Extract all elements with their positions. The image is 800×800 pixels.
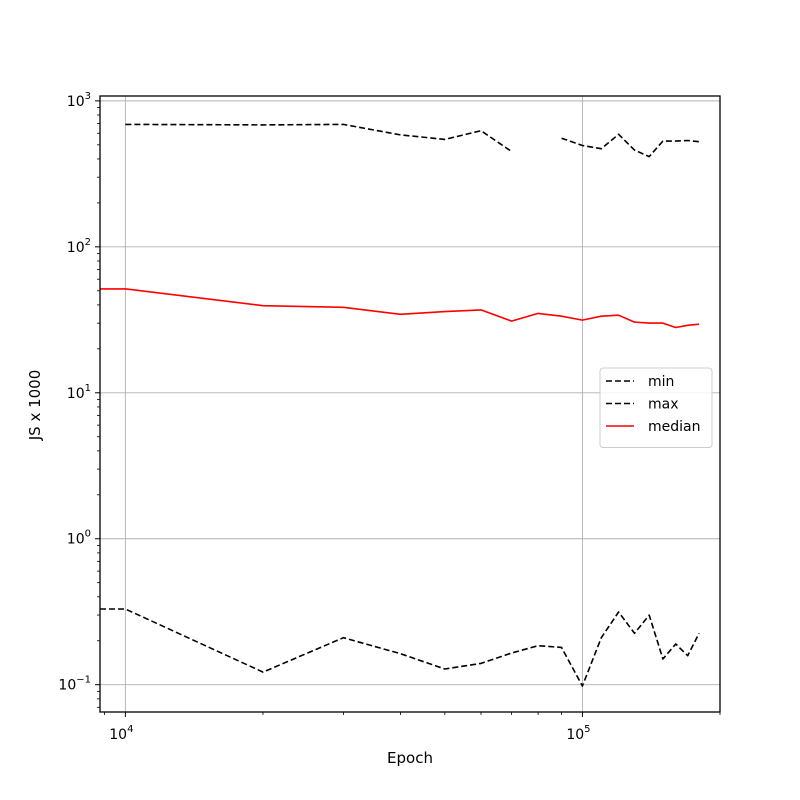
series-line-median bbox=[100, 288, 700, 329]
grid bbox=[100, 96, 720, 712]
series-line-max bbox=[125, 123, 700, 158]
legend-label-max: max bbox=[648, 397, 679, 413]
series-line-min bbox=[100, 608, 700, 687]
legend-label-min: min bbox=[648, 374, 674, 390]
y-axis-label: JS x 1000 bbox=[26, 370, 44, 442]
series-group bbox=[100, 123, 700, 687]
legend: min max median bbox=[599, 367, 713, 448]
legend-label-median: median bbox=[648, 419, 700, 435]
legend-box bbox=[599, 367, 713, 448]
plot-frame bbox=[99, 95, 721, 713]
x-axis-label: Epoch bbox=[387, 749, 433, 767]
